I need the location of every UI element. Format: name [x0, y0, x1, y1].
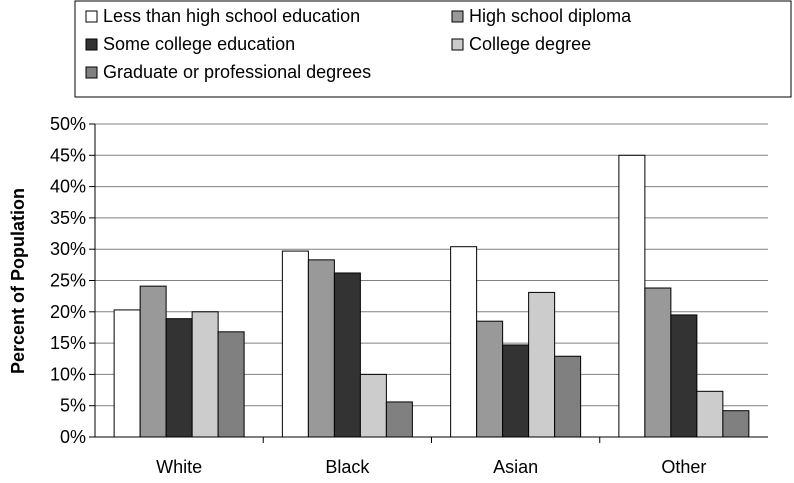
bar-other-series-4: [696, 390, 724, 438]
y-tick-label: 5%: [60, 396, 86, 416]
bar-asian-series-5: [554, 355, 582, 438]
bar-white-series-1: [113, 309, 141, 438]
bar-other-series-3: [670, 314, 698, 438]
y-tick-label: 40%: [50, 177, 86, 197]
y-tick-label: 15%: [50, 333, 86, 353]
y-axis-title: Percent of Population: [8, 188, 28, 374]
bar-white-series-4: [191, 311, 219, 438]
y-tick-label: 25%: [50, 271, 86, 291]
legend-swatch: [451, 10, 464, 23]
x-category-label: White: [156, 457, 202, 477]
legend-frame: [74, 0, 792, 98]
x-category-label: Other: [661, 457, 706, 477]
y-tick-label: 10%: [50, 364, 86, 384]
bar-asian-series-4: [528, 291, 556, 438]
y-tick-label: 20%: [50, 302, 86, 322]
bar-white-series-3: [165, 318, 193, 438]
legend-swatch: [451, 38, 464, 51]
y-tick-label: 35%: [50, 208, 86, 228]
bar-other-series-5: [722, 410, 750, 438]
bar-other-series-2: [644, 287, 672, 438]
y-tick-label: 50%: [50, 114, 86, 134]
plot-area: 0% 5% 10% 15% 20% 25% 30% 35% 40% 45% 50% White Bla…: [50, 114, 768, 477]
bar-black-series-1: [281, 250, 309, 438]
y-tick-label: 45%: [50, 145, 86, 165]
bar-white-series-2: [139, 285, 167, 438]
bar-black-series-4: [359, 373, 387, 438]
legend-swatch: [85, 66, 98, 79]
bar-asian-series-3: [502, 344, 530, 438]
legend-label: Graduate or professional degrees: [103, 62, 371, 82]
legend-label: Less than high school education: [103, 6, 360, 26]
legend-label: Some college education: [103, 34, 295, 54]
bar-black-series-3: [333, 272, 361, 438]
y-tick-labels: 0% 5% 10% 15% 20% 25% 30% 35% 40% 45% 50%: [50, 114, 86, 447]
y-tick-label: 30%: [50, 239, 86, 259]
legend-swatch: [85, 38, 98, 51]
bar-asian-series-1: [450, 246, 478, 438]
bar-black-series-5: [385, 401, 413, 438]
legend: Less than high school education High scho…: [74, 0, 792, 98]
bar-other-series-1: [618, 154, 646, 438]
bars: [113, 154, 750, 438]
legend-swatch: [85, 10, 98, 23]
legend-label: High school diploma: [469, 6, 632, 26]
x-category-label: Black: [325, 457, 370, 477]
y-tick-label: 0%: [60, 427, 86, 447]
bar-black-series-2: [307, 259, 335, 438]
x-category-labels: White Black Asian Other: [156, 437, 706, 477]
bar-asian-series-2: [476, 320, 504, 438]
bar-white-series-5: [217, 331, 245, 438]
legend-label: College degree: [469, 34, 591, 54]
x-category-label: Asian: [493, 457, 538, 477]
